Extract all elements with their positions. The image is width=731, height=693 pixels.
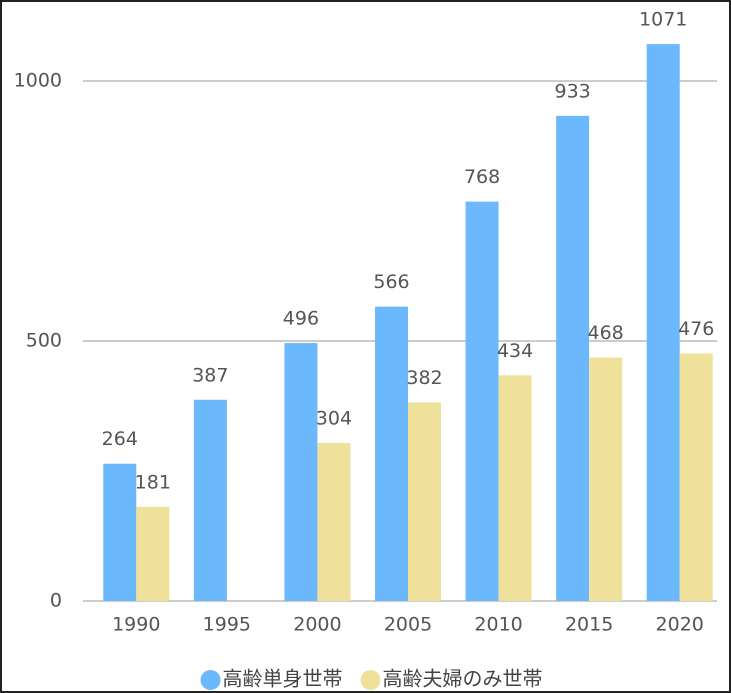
bar (679, 353, 713, 601)
bar (646, 44, 680, 601)
x-tick-label: 1995 (203, 614, 251, 636)
legend-swatch (200, 670, 221, 690)
data-label: 181 (135, 471, 171, 493)
bar (375, 306, 408, 601)
bar (136, 506, 170, 601)
data-label: 768 (464, 166, 500, 188)
bar (556, 115, 590, 601)
data-label: 566 (373, 271, 409, 293)
x-tick-label: 2020 (656, 614, 704, 636)
x-tick-label: 2010 (474, 614, 522, 636)
data-label: 382 (406, 367, 442, 389)
data-label: 387 (192, 364, 228, 386)
bar (284, 343, 318, 601)
data-label: 1071 (639, 9, 687, 31)
data-label: 264 (102, 428, 138, 450)
y-tick-label: 500 (26, 330, 62, 352)
legend-label: 高齢夫婦のみ世帯 (383, 667, 543, 691)
data-label: 933 (555, 80, 591, 102)
data-label: 434 (497, 340, 533, 362)
data-label: 468 (588, 322, 624, 344)
bar (317, 442, 351, 601)
bar (193, 399, 227, 601)
x-tick-label: 2000 (293, 614, 341, 636)
y-tick-label: 0 (50, 590, 62, 612)
bar (589, 357, 623, 601)
data-label: 496 (283, 308, 319, 330)
bar (498, 375, 532, 601)
legend-swatch (360, 670, 381, 690)
x-tick-label: 2015 (565, 614, 613, 636)
bar (103, 463, 137, 601)
data-label: 476 (678, 318, 714, 340)
legend-label: 高齢単身世帯 (223, 667, 343, 691)
bar (408, 402, 441, 601)
x-tick-label: 1990 (112, 614, 160, 636)
legend: 高齢単身世帯 高齢夫婦のみ世帯 (200, 667, 543, 691)
y-tick-label: 1000 (14, 70, 62, 92)
data-label: 304 (316, 407, 352, 429)
x-tick-label: 2005 (384, 614, 432, 636)
bar (465, 201, 499, 601)
